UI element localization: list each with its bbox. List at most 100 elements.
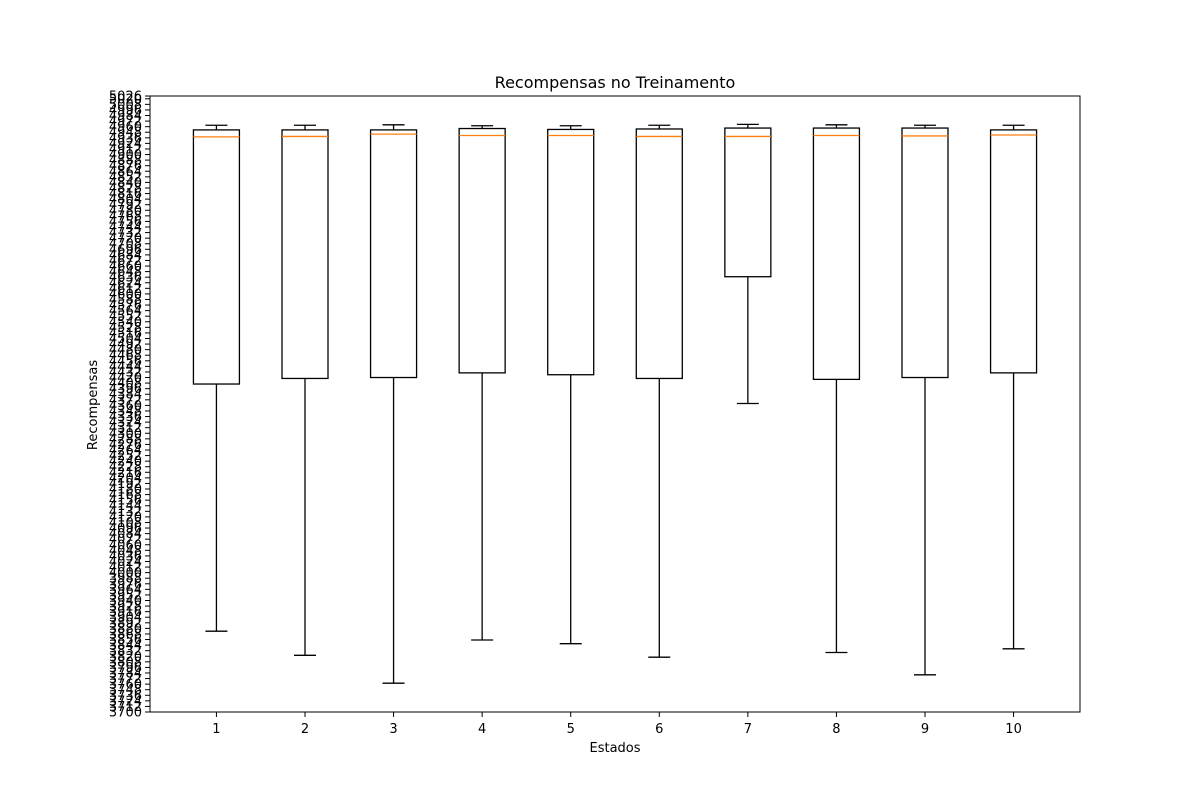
iqr-box [281, 129, 329, 380]
iqr-box [635, 128, 683, 380]
x-axis-label: Estados [589, 741, 640, 756]
iqr-box [989, 129, 1038, 374]
y-tick-label: 4360 [109, 399, 142, 414]
x-tick-label: 8 [832, 722, 840, 737]
y-tick-label: 4084 [109, 527, 142, 542]
y-tick-label: 4672 [109, 254, 142, 269]
y-tick-label: 4852 [109, 170, 142, 185]
y-tick-label: 4840 [109, 176, 142, 191]
y-tick-label: 3892 [109, 616, 142, 631]
y-tick-label: 4960 [109, 120, 142, 135]
iqr-box [192, 129, 241, 385]
y-tick-label: 4252 [109, 449, 142, 464]
y-tick-label: 4924 [109, 137, 142, 152]
box-6 [635, 124, 683, 658]
y-tick-label: 3988 [109, 572, 142, 587]
y-tick-label: 4948 [109, 126, 142, 141]
x-tick-label: 1 [212, 722, 220, 737]
y-tick-label: 4828 [109, 181, 142, 196]
y-tick-label: 4780 [109, 204, 142, 219]
x-tick-label: 6 [655, 722, 663, 737]
y-tick-label: 4708 [109, 237, 142, 252]
y-tick-label: 3724 [109, 694, 142, 709]
y-tick-label: 3712 [109, 700, 142, 715]
y-tick-label: 3772 [109, 672, 142, 687]
y-tick-label: 4300 [109, 427, 142, 442]
y-tick-label: 4732 [109, 226, 142, 241]
y-tick-label: 4072 [109, 533, 142, 548]
y-tick-label: 4792 [109, 198, 142, 213]
y-tick-label: 4456 [109, 354, 142, 369]
y-tick-label: 4420 [109, 371, 142, 386]
y-tick-label: 4480 [109, 343, 142, 358]
y-tick-label: 4684 [109, 248, 142, 263]
y-tick-label: 4468 [109, 349, 142, 364]
y-tick-label: 4528 [109, 321, 142, 336]
y-tick-label: 4540 [109, 315, 142, 330]
y-tick-label: 4972 [109, 115, 142, 130]
y-tick-label: 3832 [109, 644, 142, 659]
y-tick-label: 3904 [109, 611, 142, 626]
y-tick-label: 4288 [109, 432, 142, 447]
iqr-box [724, 127, 772, 278]
y-tick-label: 3760 [109, 678, 142, 693]
x-tick-label: 10 [1005, 722, 1022, 737]
box-8 [812, 124, 861, 654]
box-9 [901, 124, 949, 676]
y-tick-label: 3844 [109, 639, 142, 654]
y-tick-label: 4588 [109, 293, 142, 308]
y-tick-label: 3976 [109, 577, 142, 592]
y-tick-label: 4744 [109, 221, 142, 236]
y-tick-label: 3940 [109, 594, 142, 609]
iqr-box [369, 129, 418, 379]
y-tick-label: 4912 [109, 142, 142, 157]
y-tick-label: 4720 [109, 232, 142, 247]
iqr-box [458, 127, 506, 374]
y-tick-label: 4348 [109, 404, 142, 419]
y-tick-label: 5020 [109, 92, 142, 107]
y-axis-ticks: 3700371237243736374837603772378437963808… [109, 90, 150, 721]
y-tick-label: 4240 [109, 455, 142, 470]
y-tick-label: 4156 [109, 494, 142, 509]
iqr-box [812, 127, 861, 381]
y-tick-label: 4492 [109, 338, 142, 353]
y-tick-label: 4000 [109, 566, 142, 581]
y-tick-label: 4432 [109, 365, 142, 380]
y-tick-label: 4132 [109, 505, 142, 520]
y-tick-label: 3784 [109, 666, 142, 681]
y-tick-label: 3928 [109, 600, 142, 615]
y-tick-label: 4576 [109, 299, 142, 314]
y-tick-label: 4324 [109, 416, 142, 431]
y-tick-label: 4564 [109, 304, 142, 319]
y-tick-label: 3868 [109, 627, 142, 642]
y-tick-label: 3880 [109, 622, 142, 637]
y-tick-label: 4012 [109, 561, 142, 576]
y-tick-label: 4804 [109, 193, 142, 208]
y-tick-label: 4888 [109, 154, 142, 169]
y-tick-label: 4048 [109, 544, 142, 559]
y-tick-label: 4552 [109, 310, 142, 325]
y-tick-label: 4060 [109, 538, 142, 553]
box-3 [369, 124, 418, 684]
y-tick-label: 4816 [109, 187, 142, 202]
box-2 [281, 124, 329, 656]
y-tick-label: 4120 [109, 510, 142, 525]
y-tick-label: 4612 [109, 282, 142, 297]
y-tick-label: 4024 [109, 555, 142, 570]
y-tick-label: 4600 [109, 287, 142, 302]
box-series [192, 123, 1038, 684]
y-tick-label: 3820 [109, 650, 142, 665]
y-axis-label: Recompensas [86, 360, 101, 450]
y-tick-label: 4396 [109, 382, 142, 397]
y-tick-label: 4384 [109, 388, 142, 403]
y-tick-label: 4036 [109, 549, 142, 564]
y-tick-label: 4180 [109, 483, 142, 498]
y-tick-label: 3856 [109, 633, 142, 648]
y-tick-label: 4636 [109, 271, 142, 286]
y-tick-label: 3736 [109, 689, 142, 704]
box-10 [989, 124, 1038, 650]
y-tick-label: 4864 [109, 165, 142, 180]
plot-frame [149, 95, 1081, 713]
y-tick-label: 4336 [109, 410, 142, 425]
